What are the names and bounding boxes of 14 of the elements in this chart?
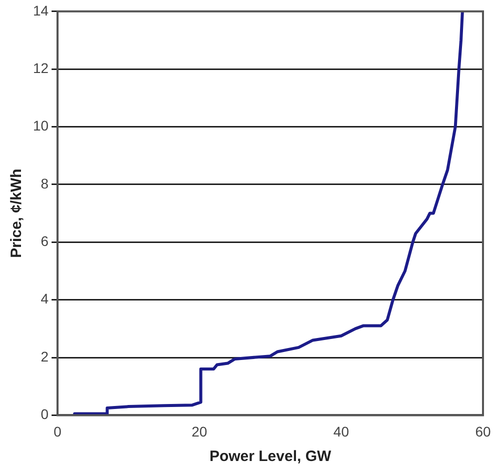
y-tick-label: 0 xyxy=(40,406,49,422)
y-tick-label: 10 xyxy=(32,118,49,134)
x-tick-label: 40 xyxy=(333,423,350,440)
y-tick-label: 8 xyxy=(40,175,49,192)
x-tick-label: 20 xyxy=(192,423,208,440)
y-tick-label: 2 xyxy=(40,348,49,364)
y-axis-title: Price, ¢/kWh xyxy=(8,168,26,258)
x-tick-label: 0 xyxy=(54,423,62,440)
y-tick-label: 14 xyxy=(32,2,49,18)
y-tick-label: 6 xyxy=(40,233,49,249)
x-tick-label: 60 xyxy=(475,423,491,440)
y-tick-label: 12 xyxy=(32,60,49,76)
x-axis-title: Power Level, GW xyxy=(209,448,332,466)
y-tick-label: 4 xyxy=(40,290,49,307)
